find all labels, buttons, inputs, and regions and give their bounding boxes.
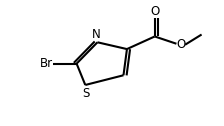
Text: O: O: [176, 38, 185, 51]
Text: S: S: [82, 87, 90, 100]
Text: N: N: [92, 28, 101, 41]
Text: O: O: [150, 5, 159, 18]
Text: Br: Br: [40, 57, 53, 70]
